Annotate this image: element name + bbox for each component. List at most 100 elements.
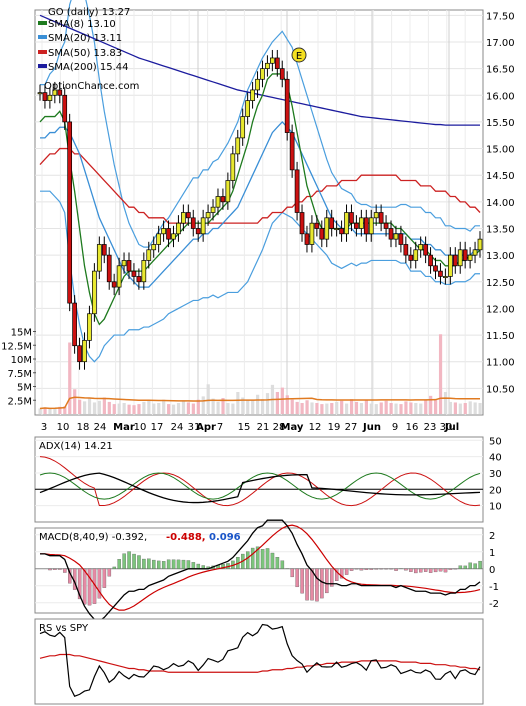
candle-body: [126, 260, 132, 272]
macd-hist-bar: [48, 568, 52, 571]
macd-tick-label: 1: [489, 548, 495, 559]
volume-bar: [201, 396, 205, 414]
candle-body: [141, 260, 147, 283]
candle-body: [181, 212, 186, 224]
candle-body: [418, 244, 424, 251]
volume-bar: [295, 401, 299, 414]
volume-bar: [78, 399, 82, 414]
macd-hist-bar: [349, 568, 354, 571]
candle-body: [462, 249, 468, 261]
price-tick-label: 12.50: [486, 278, 515, 289]
candle-body: [349, 212, 354, 224]
adx-lines: [39, 456, 481, 507]
macd-hist-bar: [394, 568, 398, 571]
macd-hist-bar: [186, 560, 191, 569]
candle-body: [166, 228, 171, 240]
macd-tick-label: -1: [489, 582, 499, 593]
line-sma200: [39, 14, 480, 126]
date-label: 27: [345, 422, 358, 433]
candle-body: [151, 244, 157, 251]
volume-bar: [359, 403, 364, 414]
rs-average-line: [39, 653, 481, 673]
macd-hist-bar: [468, 562, 472, 569]
candle-body: [433, 265, 438, 272]
macd-hist-bar: [166, 559, 171, 569]
macd-hist-bar: [473, 563, 477, 569]
volume-bar: [43, 407, 47, 414]
price-tick-label: 17.50: [486, 11, 515, 22]
date-label: 7: [217, 422, 223, 433]
candle-body: [230, 153, 236, 181]
candle-body: [363, 217, 369, 235]
volume-bar: [102, 397, 106, 414]
adx-plus-di: [39, 472, 481, 500]
price-tick-label: 11.50: [486, 331, 515, 342]
volume-bar: [181, 400, 186, 414]
volume-bar: [231, 403, 235, 414]
candle-body: [274, 57, 280, 69]
lower-band: [40, 190, 480, 363]
volume-bar: [349, 399, 354, 414]
volume-bar: [216, 401, 220, 414]
volume-bar: [82, 401, 87, 414]
earnings-marker: E: [291, 47, 307, 63]
volume-bar: [196, 399, 200, 414]
candle-body: [106, 254, 112, 283]
volume-bar: [117, 403, 121, 414]
volume-bar: [438, 334, 443, 414]
candle-body: [146, 249, 152, 261]
macd-hist-bar: [112, 566, 117, 569]
candle-body: [42, 92, 48, 101]
price-tick-label: 15.50: [486, 118, 515, 129]
volume-bar: [236, 392, 240, 414]
volume-bar: [112, 404, 116, 414]
price-tick-label: 13.00: [486, 251, 515, 262]
volume-bar: [310, 402, 314, 414]
candle-body: [176, 222, 181, 235]
price-tick-label: 15.00: [486, 145, 515, 156]
candle-body: [344, 212, 349, 235]
macd-tick-label: 2: [489, 531, 495, 542]
macd-hist-bar: [245, 551, 250, 569]
candle-body: [447, 254, 453, 277]
date-label: Jun: [362, 422, 381, 433]
macd-lines: [40, 519, 481, 622]
macd-hist-bar: [404, 568, 408, 571]
date-label: 17: [151, 422, 164, 433]
candle-body: [443, 276, 448, 278]
volume-bar: [251, 400, 255, 414]
volume-bar: [147, 400, 151, 414]
volume-bar: [275, 392, 280, 414]
macd-hist-bar: [117, 559, 121, 569]
candle-body: [319, 228, 325, 240]
volume-bar: [429, 395, 433, 414]
macd-hist-bar: [255, 546, 260, 569]
volume-bar: [384, 400, 388, 414]
volume-bar: [458, 403, 462, 414]
volume-bar: [226, 403, 230, 414]
date-label: 24: [171, 422, 184, 433]
volume-bar: [320, 404, 324, 414]
candle-body: [299, 212, 305, 235]
date-label: 18: [77, 422, 90, 433]
macd-hist-bar: [409, 568, 413, 572]
macd-hist-bar: [290, 568, 294, 578]
macd-hist-bar: [250, 547, 255, 569]
candle-body: [270, 57, 275, 64]
macd-hist-bar: [260, 549, 265, 569]
candle-body: [279, 68, 285, 80]
candle-body: [423, 244, 428, 256]
macd-hist-bar: [122, 553, 126, 569]
volume-bar: [473, 402, 477, 414]
candle-body: [467, 254, 473, 261]
volume-bar: [107, 401, 111, 414]
volume-bar: [206, 384, 210, 414]
date-label: Apr: [196, 422, 216, 433]
date-label: 12: [309, 422, 322, 433]
candle-body: [324, 217, 330, 240]
legend-swatch-sma50: [38, 50, 47, 54]
date-label: 24: [94, 422, 107, 433]
candle-body: [171, 233, 176, 240]
volume-bar: [409, 402, 413, 414]
macd-hist-bar: [423, 568, 428, 572]
